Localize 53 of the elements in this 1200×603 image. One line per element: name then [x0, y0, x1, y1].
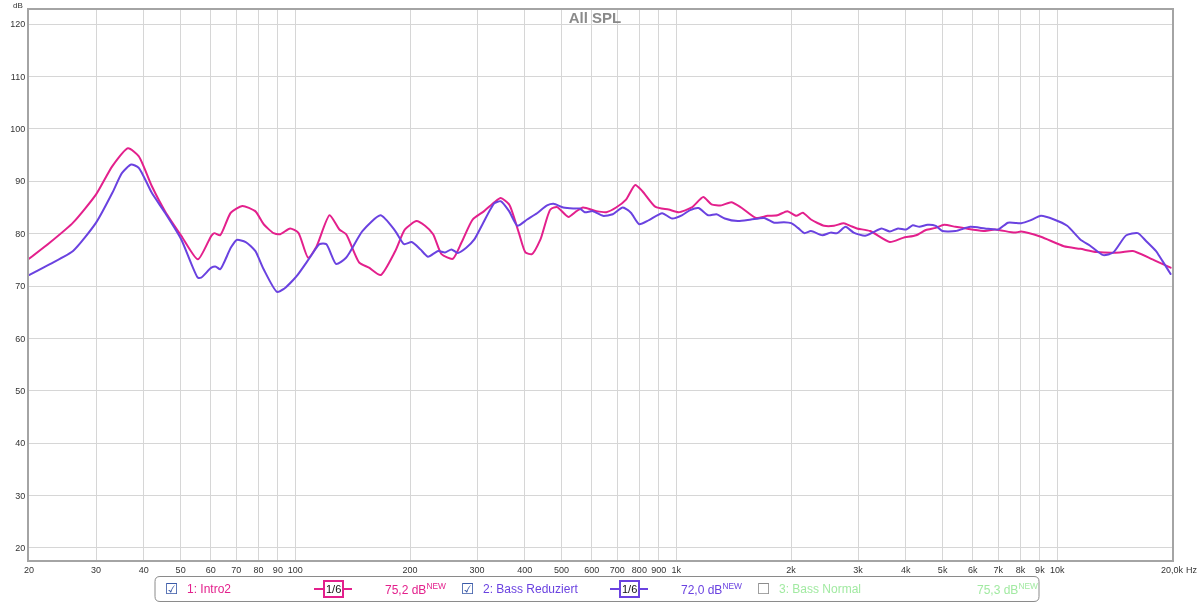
text: ☑ [461, 580, 475, 598]
x-tick-label: 600 [584, 564, 600, 575]
x-tick-label: 800 [631, 564, 647, 575]
x-tick-label: 300 [469, 564, 485, 575]
chart-title: All SPL [568, 9, 622, 27]
y-tick-label: 60 [15, 333, 26, 344]
y-axis-title: dB [13, 1, 23, 10]
text: ☑ [165, 580, 179, 598]
text: 1/6 [326, 583, 342, 595]
x-tick-label: 50 [175, 564, 186, 575]
x-tick-label: 40 [138, 564, 149, 575]
x-axis-title: Hz [1186, 565, 1198, 575]
text: ☐ [757, 580, 771, 598]
x-tick-label: 100 [287, 564, 303, 575]
y-tick-label: 120 [10, 19, 26, 30]
x-tick-label: 2k [786, 564, 797, 575]
x-tick-label: 8k [1015, 564, 1026, 575]
x-tick-label: 90 [272, 564, 283, 575]
x-tick-label: 6k [968, 564, 979, 575]
y-tick-label: 110 [10, 71, 26, 82]
y-tick-label: 100 [10, 124, 26, 135]
x-tick-label: 20,0k [1160, 564, 1184, 575]
text: 75,2 dB$^{NEW}$ [385, 581, 447, 598]
x-tick-label: 30 [91, 564, 102, 575]
x-tick-label: 9k [1035, 564, 1046, 575]
x-tick-label: 500 [554, 564, 570, 575]
x-tick-label: 5k [937, 564, 948, 575]
x-tick-label: 3k [853, 564, 864, 575]
x-tick-label: 80 [253, 564, 264, 575]
x-tick-label: 60 [205, 564, 216, 575]
x-tick-label: 10k [1050, 564, 1066, 575]
x-tick-label: 200 [402, 564, 418, 575]
x-tick-label: 900 [651, 564, 667, 575]
y-tick-label: 20 [15, 543, 26, 554]
x-tick-label: 1k [671, 564, 682, 575]
text: 72,0 dB$^{NEW}$ [681, 581, 743, 598]
y-tick-label: 80 [15, 228, 26, 239]
text: 3: Bass Normal [779, 582, 862, 596]
x-tick-label: 70 [231, 564, 242, 575]
y-tick-label: 40 [15, 438, 26, 449]
y-tick-label: 90 [15, 176, 26, 187]
x-tick-label: 4k [900, 564, 911, 575]
text: 1: Intro2 [187, 582, 232, 596]
text: 2: Bass Reduziert [483, 582, 579, 596]
x-tick-label: 400 [517, 564, 533, 575]
text: 75,3 dB$^{NEW}$ [977, 581, 1039, 598]
y-tick-label: 70 [15, 281, 26, 292]
x-tick-label: 7k [993, 564, 1004, 575]
text: 1/6 [622, 583, 638, 595]
x-tick-label: 20 [23, 564, 35, 575]
y-tick-label: 30 [15, 490, 26, 501]
y-tick-label: 50 [15, 385, 26, 396]
x-tick-label: 700 [609, 564, 625, 575]
